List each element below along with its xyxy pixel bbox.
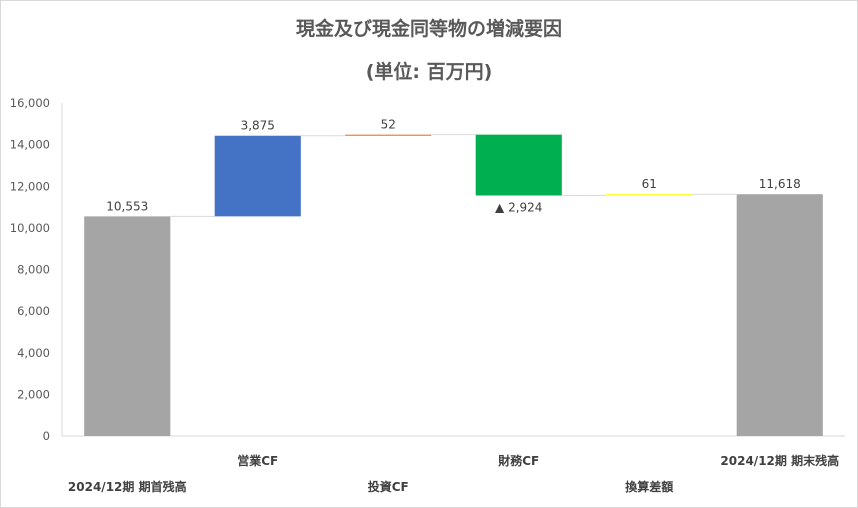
data-label: 3,875 xyxy=(241,119,275,133)
y-tick-label: 4,000 xyxy=(17,346,50,360)
bar-2 xyxy=(214,135,301,217)
y-tick-label: 10,000 xyxy=(10,221,50,235)
bar-3 xyxy=(345,134,432,136)
x-category-label: 財務CF xyxy=(497,453,539,468)
bar-4 xyxy=(475,134,562,196)
x-category-label: 換算差額 xyxy=(625,479,673,494)
chart-title: 現金及び現金同等物の増減要因 xyxy=(295,18,562,40)
bar-5 xyxy=(606,194,693,196)
y-tick-label: 12,000 xyxy=(10,179,50,193)
bar-6 xyxy=(736,194,823,436)
y-tick-label: 8,000 xyxy=(17,263,50,277)
bar-1 xyxy=(84,216,171,436)
data-label: 52 xyxy=(381,118,396,132)
x-category-label: 2024/12期 期首残高 xyxy=(68,479,187,494)
y-tick-label: 14,000 xyxy=(10,138,50,152)
x-category-label: 営業CF xyxy=(237,453,278,468)
data-label: ▲ 2,924 xyxy=(495,200,542,214)
y-tick-label: 2,000 xyxy=(17,387,50,401)
x-category-label: 投資CF xyxy=(368,479,409,494)
chart-subtitle: (単位: 百万円) xyxy=(365,61,493,83)
data-label: 10,553 xyxy=(106,199,148,213)
data-label: 11,618 xyxy=(759,177,801,191)
y-tick-label: 0 xyxy=(43,429,50,443)
y-tick-label: 6,000 xyxy=(17,304,50,318)
x-category-label: 2024/12期 期末残高 xyxy=(720,453,839,468)
data-label: 61 xyxy=(642,177,657,191)
y-tick-label: 16,000 xyxy=(10,96,50,110)
